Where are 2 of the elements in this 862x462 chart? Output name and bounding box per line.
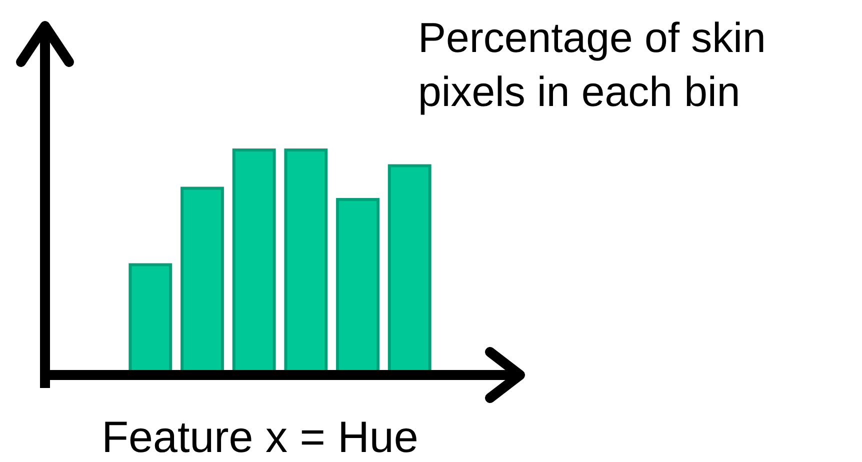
x-axis-title: Feature x = Hue: [102, 413, 418, 462]
y-axis-title: Percentage of skin pixels in each bin: [418, 14, 766, 115]
